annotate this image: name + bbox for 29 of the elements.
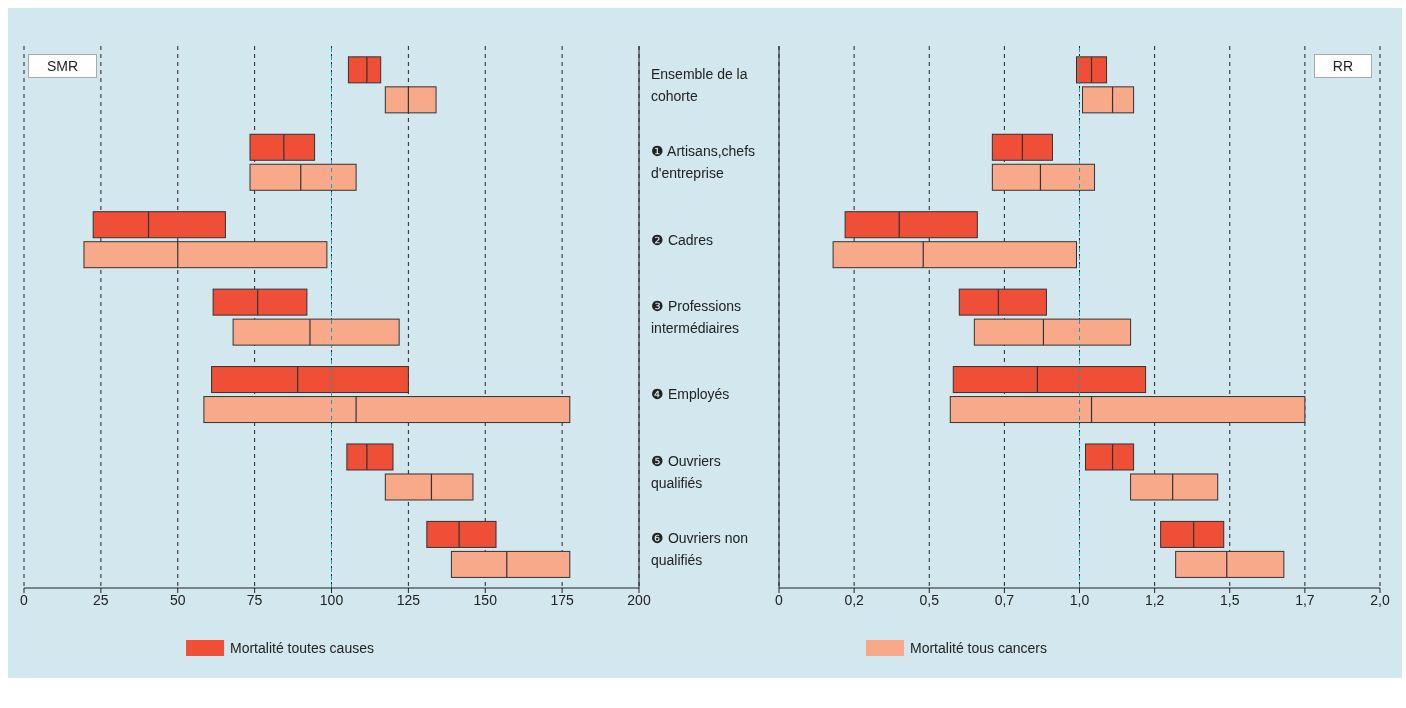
x-tick-label: 100 [319,591,344,608]
x-tick-label: 1,7 [1295,591,1315,608]
x-tick-label: 1,2 [1144,591,1165,608]
x-tick-label: 75 [246,591,263,608]
x-tick-label: 1,5 [1220,591,1240,608]
x-tick-label: 0 [20,591,29,608]
x-tick-label: 0,7 [994,591,1015,608]
y-tick-label: ❺ Ouvriers qualifiés [651,452,721,491]
x-tick-label: 0,5 [919,591,940,608]
x-axis-title: RR [1313,54,1372,78]
x-tick-label: 0 [775,591,784,608]
x-tick-label: 175 [550,591,575,608]
x-tick-label: 150 [473,591,498,608]
x-tick-label: 200 [627,591,651,608]
x-tick-label: 2,0 [1370,591,1390,608]
y-tick-label: ❸ Professions intermédiaires [651,298,742,336]
y-tick-label: ❶ Artisans,chefs d'entreprise [651,143,756,182]
x-tick-label: 0,2 [844,591,865,608]
legend-label: Mortalité toutes causes [230,640,374,656]
x-tick-label: 25 [93,591,109,608]
y-tick-label: ❹ Employés [651,386,730,403]
x-tick-label: 50 [169,591,186,608]
x-axis-title: SMR [28,54,98,78]
x-tick-label: 1,0 [1069,591,1090,608]
legend-label: Mortalité tous cancers [910,640,1047,656]
y-tick-label: ❷ Cadres [651,231,714,248]
y-tick-label: Ensemble de la cohorte [651,65,748,104]
x-tick-label: 125 [396,591,421,608]
y-tick-label: ❻ Ouvriers non qualifiés [651,530,749,569]
